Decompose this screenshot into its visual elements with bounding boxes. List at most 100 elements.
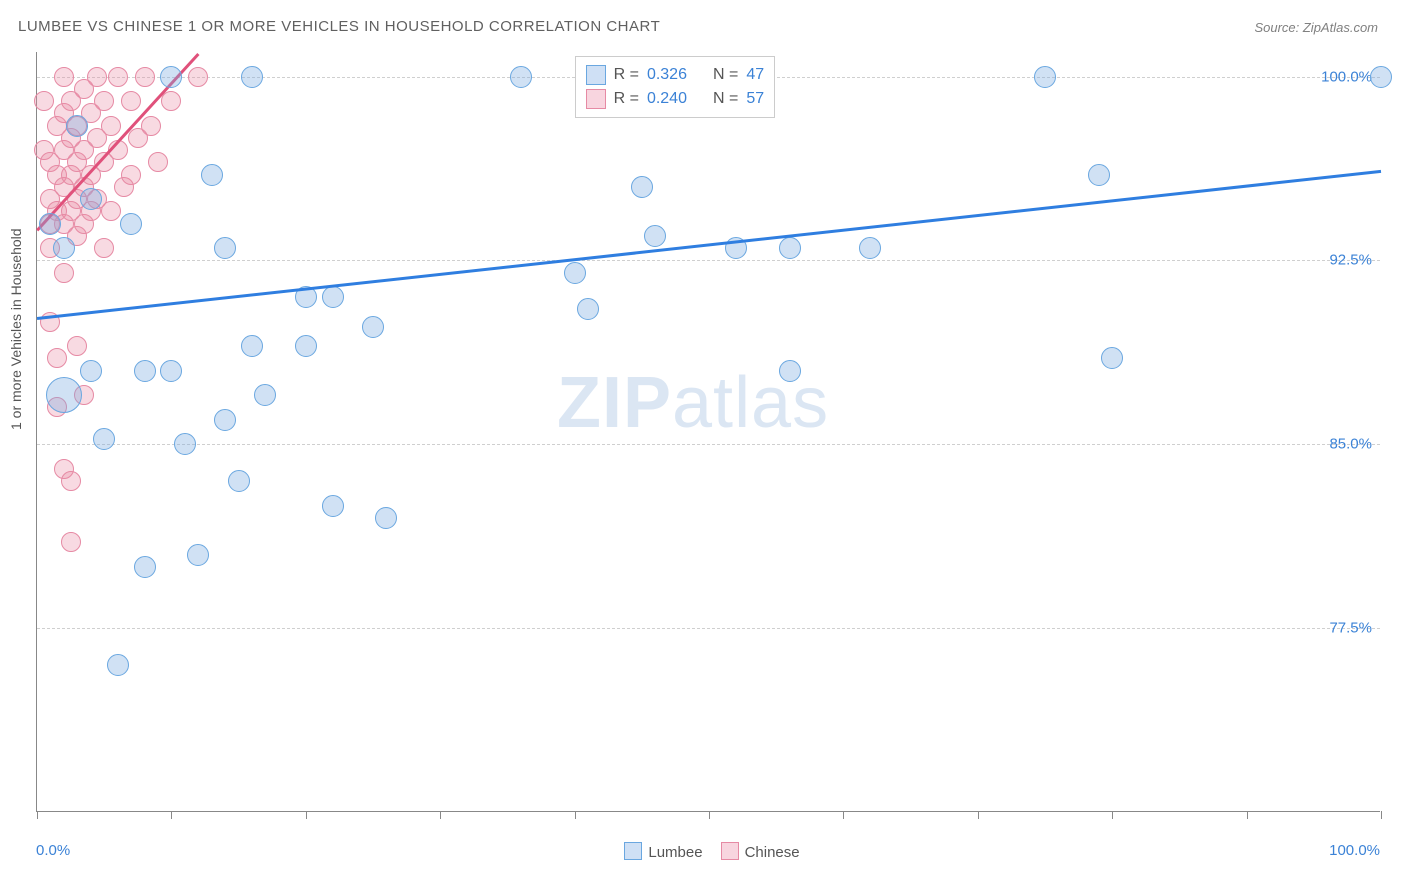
legend-swatch bbox=[586, 89, 606, 109]
x-tick bbox=[171, 811, 172, 819]
lumbee-point bbox=[187, 544, 209, 566]
chinese-point bbox=[67, 336, 87, 356]
legend-n-value: 47 bbox=[746, 63, 764, 87]
chinese-point bbox=[148, 152, 168, 172]
gridline bbox=[37, 260, 1380, 261]
x-tick bbox=[1381, 811, 1382, 819]
lumbee-point bbox=[241, 335, 263, 357]
watermark-atlas: atlas bbox=[672, 363, 829, 443]
lumbee-trendline bbox=[37, 170, 1381, 320]
chinese-point bbox=[121, 165, 141, 185]
lumbee-point bbox=[53, 237, 75, 259]
chinese-point bbox=[141, 116, 161, 136]
lumbee-point bbox=[107, 654, 129, 676]
lumbee-point bbox=[1034, 66, 1056, 88]
lumbee-point bbox=[160, 66, 182, 88]
lumbee-point bbox=[295, 335, 317, 357]
legend-stats-row: R = 0.240 N = 57 bbox=[586, 87, 765, 111]
chinese-point bbox=[101, 116, 121, 136]
lumbee-point bbox=[577, 298, 599, 320]
chart-title: LUMBEE VS CHINESE 1 OR MORE VEHICLES IN … bbox=[18, 18, 660, 35]
lumbee-point bbox=[120, 213, 142, 235]
legend-bottom: Lumbee Chinese bbox=[0, 842, 1406, 861]
lumbee-point bbox=[1101, 347, 1123, 369]
y-axis-label: 1 or more Vehicles in Household bbox=[8, 228, 24, 430]
chinese-point bbox=[61, 532, 81, 552]
lumbee-point bbox=[1370, 66, 1392, 88]
lumbee-point bbox=[201, 164, 223, 186]
chinese-point bbox=[161, 91, 181, 111]
gridline bbox=[37, 628, 1380, 629]
lumbee-point bbox=[134, 360, 156, 382]
lumbee-point bbox=[241, 66, 263, 88]
lumbee-point bbox=[362, 316, 384, 338]
x-tick bbox=[37, 811, 38, 819]
chinese-point bbox=[94, 238, 114, 258]
y-tick-label: 92.5% bbox=[1329, 252, 1372, 269]
legend-r-label: R = bbox=[614, 87, 639, 111]
lumbee-point bbox=[1088, 164, 1110, 186]
lumbee-point bbox=[779, 237, 801, 259]
chinese-point bbox=[54, 263, 74, 283]
legend-r-label: R = bbox=[614, 63, 639, 87]
lumbee-point bbox=[510, 66, 532, 88]
chinese-point bbox=[108, 67, 128, 87]
chinese-point bbox=[87, 67, 107, 87]
x-tick bbox=[306, 811, 307, 819]
lumbee-point bbox=[631, 176, 653, 198]
legend-swatch bbox=[586, 65, 606, 85]
lumbee-point bbox=[644, 225, 666, 247]
x-tick bbox=[843, 811, 844, 819]
lumbee-point bbox=[254, 384, 276, 406]
legend-stats: R = 0.326 N = 47 R = 0.240 N = 57 bbox=[575, 56, 776, 118]
chinese-point bbox=[121, 91, 141, 111]
chinese-point bbox=[101, 201, 121, 221]
legend-swatch bbox=[624, 842, 642, 860]
y-tick-label: 77.5% bbox=[1329, 620, 1372, 637]
lumbee-point bbox=[39, 213, 61, 235]
lumbee-point bbox=[322, 495, 344, 517]
legend-swatch bbox=[721, 842, 739, 860]
legend-n-value: 57 bbox=[746, 87, 764, 111]
chinese-point bbox=[34, 91, 54, 111]
chinese-point bbox=[54, 67, 74, 87]
legend-label: Lumbee bbox=[648, 844, 702, 861]
lumbee-point bbox=[160, 360, 182, 382]
gridline bbox=[37, 444, 1380, 445]
lumbee-point bbox=[214, 237, 236, 259]
legend-stats-row: R = 0.326 N = 47 bbox=[586, 63, 765, 87]
lumbee-point bbox=[859, 237, 881, 259]
lumbee-point bbox=[779, 360, 801, 382]
watermark-zip: ZIP bbox=[557, 363, 672, 443]
lumbee-point bbox=[80, 188, 102, 210]
lumbee-point bbox=[322, 286, 344, 308]
legend-n-label: N = bbox=[713, 63, 738, 87]
legend-r-value: 0.326 bbox=[647, 63, 687, 87]
legend-n-label: N = bbox=[713, 87, 738, 111]
source-label: Source: ZipAtlas.com bbox=[1254, 20, 1378, 35]
x-tick bbox=[1112, 811, 1113, 819]
legend-r-value: 0.240 bbox=[647, 87, 687, 111]
lumbee-point bbox=[66, 115, 88, 137]
chinese-point bbox=[47, 348, 67, 368]
x-tick bbox=[575, 811, 576, 819]
chinese-point bbox=[94, 91, 114, 111]
lumbee-point bbox=[564, 262, 586, 284]
lumbee-point bbox=[46, 377, 82, 413]
chinese-point bbox=[61, 471, 81, 491]
x-tick bbox=[1247, 811, 1248, 819]
lumbee-point bbox=[214, 409, 236, 431]
lumbee-point bbox=[80, 360, 102, 382]
lumbee-point bbox=[93, 428, 115, 450]
chinese-point bbox=[188, 67, 208, 87]
x-tick bbox=[978, 811, 979, 819]
x-tick bbox=[440, 811, 441, 819]
legend-label: Chinese bbox=[745, 844, 800, 861]
lumbee-point bbox=[134, 556, 156, 578]
lumbee-point bbox=[174, 433, 196, 455]
x-tick bbox=[709, 811, 710, 819]
y-tick-label: 85.0% bbox=[1329, 436, 1372, 453]
chinese-point bbox=[135, 67, 155, 87]
lumbee-point bbox=[375, 507, 397, 529]
plot-area: ZIPatlas 100.0%92.5%85.0%77.5%R =0.326N … bbox=[36, 52, 1380, 812]
